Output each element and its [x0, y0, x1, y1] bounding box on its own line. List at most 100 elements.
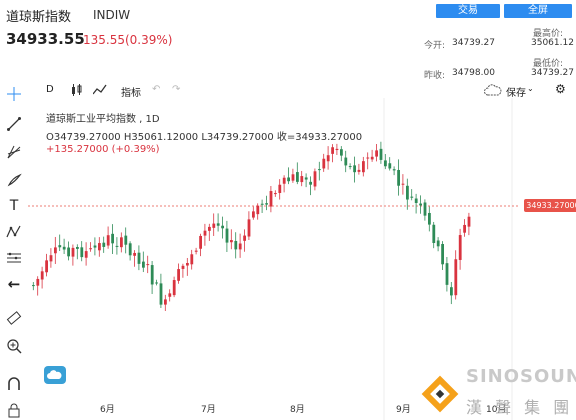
open-label: 今开:: [424, 41, 446, 51]
x-axis-ticks: 6月 7月 8月 9月 10月: [100, 404, 506, 415]
zoom-in-icon[interactable]: [4, 336, 24, 356]
candle-body: [304, 177, 308, 180]
candle-body: [102, 242, 106, 247]
candle-body: [397, 169, 400, 186]
period-selector[interactable]: D: [46, 84, 54, 95]
trade-button[interactable]: 交易: [436, 4, 500, 18]
candle-body: [238, 243, 242, 250]
candle-body: [80, 247, 84, 258]
candle-body: [432, 224, 436, 244]
candle-body: [353, 165, 356, 173]
candle-body: [265, 203, 268, 205]
candle-body: [278, 184, 282, 193]
cloud-icon[interactable]: [484, 84, 502, 96]
candle-body: [146, 264, 150, 266]
redo-icon[interactable]: ↷: [172, 84, 181, 95]
candle-body: [168, 293, 172, 297]
fullscreen-button[interactable]: 全屏: [504, 4, 572, 18]
candle-body: [291, 174, 295, 181]
candle-body: [159, 283, 163, 305]
fork-icon[interactable]: [4, 142, 24, 162]
low-value: 34739.27: [531, 68, 574, 78]
indicator-icon[interactable]: [93, 84, 107, 96]
indicators-button[interactable]: 指标: [121, 88, 141, 99]
magnet-icon[interactable]: [4, 374, 24, 394]
back-arrow-icon[interactable]: ←: [7, 275, 21, 293]
candle-body: [172, 280, 176, 296]
candle-body: [76, 247, 79, 249]
x-tick-label: 10月: [486, 404, 506, 415]
chart-area[interactable]: 6月 7月 8月 9月 10月 道琼斯工业平均指数 , 1D O34739.27000 …: [28, 98, 576, 420]
open-value: 34739.27: [452, 38, 495, 48]
candlestick-chart[interactable]: 6月 7月 8月 9月 10月: [28, 98, 576, 420]
candle-body: [120, 237, 123, 248]
pattern-icon[interactable]: [4, 222, 24, 242]
candle-body: [463, 224, 466, 233]
brush-icon[interactable]: [4, 170, 24, 190]
candle-body: [177, 269, 180, 281]
candle-body: [256, 205, 260, 215]
candle-body: [124, 235, 128, 245]
candle-type-icon[interactable]: [70, 84, 84, 96]
candle-body: [340, 149, 343, 156]
text-tool-icon[interactable]: T: [9, 198, 19, 214]
candle-body: [234, 240, 238, 250]
candle-body: [274, 193, 277, 195]
candle-body: [203, 230, 207, 236]
candle-body: [428, 212, 431, 225]
prev-close-label: 昨收:: [424, 71, 446, 81]
candle-body: [423, 202, 427, 216]
trendline-icon[interactable]: [4, 114, 24, 134]
crosshair-icon[interactable]: [4, 84, 24, 104]
candle-body: [441, 243, 444, 265]
save-button[interactable]: 保存: [506, 88, 526, 99]
candle-body: [454, 259, 458, 296]
candle-body: [366, 157, 370, 159]
candles-group: [32, 141, 471, 311]
candle-body: [326, 155, 330, 162]
candle-body: [150, 265, 154, 285]
candle-body: [67, 247, 70, 257]
prev-close-value: 34798.00: [452, 68, 495, 78]
candle-body: [212, 223, 216, 228]
candle-body: [335, 148, 339, 151]
ruler-icon[interactable]: [4, 308, 24, 328]
high-label: 最高价:: [533, 29, 564, 39]
drawing-toolbar: T ←: [0, 80, 28, 420]
x-tick-label: 7月: [201, 404, 216, 415]
candle-body: [54, 247, 57, 254]
candle-body: [401, 183, 405, 185]
candle-body: [194, 250, 198, 252]
chart-symbol-info: 道琼斯工业平均指数 , 1D: [46, 114, 160, 125]
save-dropdown-icon[interactable]: ⌄: [527, 84, 534, 93]
candle-body: [133, 252, 136, 256]
candle-body: [32, 285, 35, 287]
candle-body: [458, 235, 462, 260]
candle-body: [164, 299, 167, 305]
candle-body: [243, 235, 246, 241]
candle-body: [384, 160, 387, 167]
candle-body: [344, 157, 348, 166]
watermark-logo: SINOSOUN 漢 聲 集 團: [416, 364, 576, 420]
candle-body: [45, 260, 48, 273]
candle-body: [388, 163, 392, 169]
candle-body: [260, 203, 264, 205]
current-price: 34933.55: [6, 30, 85, 48]
x-tick-label: 6月: [100, 404, 115, 415]
candle-body: [208, 226, 211, 231]
candle-body: [58, 245, 62, 248]
lock-icon[interactable]: [4, 400, 24, 420]
candle-body: [199, 235, 202, 249]
candle-body: [313, 171, 317, 187]
candle-body: [115, 245, 119, 247]
change-readout: +135.27000 (+0.39%): [46, 144, 160, 155]
undo-icon[interactable]: ↶: [152, 84, 161, 95]
high-value: 35061.12: [531, 38, 574, 48]
candle-body: [357, 169, 361, 172]
candle-body: [318, 169, 321, 171]
candle-body: [414, 198, 418, 203]
settings-gear-icon[interactable]: ⚙: [555, 82, 566, 96]
candle-body: [252, 211, 255, 218]
measure-lines-icon[interactable]: [4, 248, 24, 268]
candle-body: [89, 248, 92, 250]
